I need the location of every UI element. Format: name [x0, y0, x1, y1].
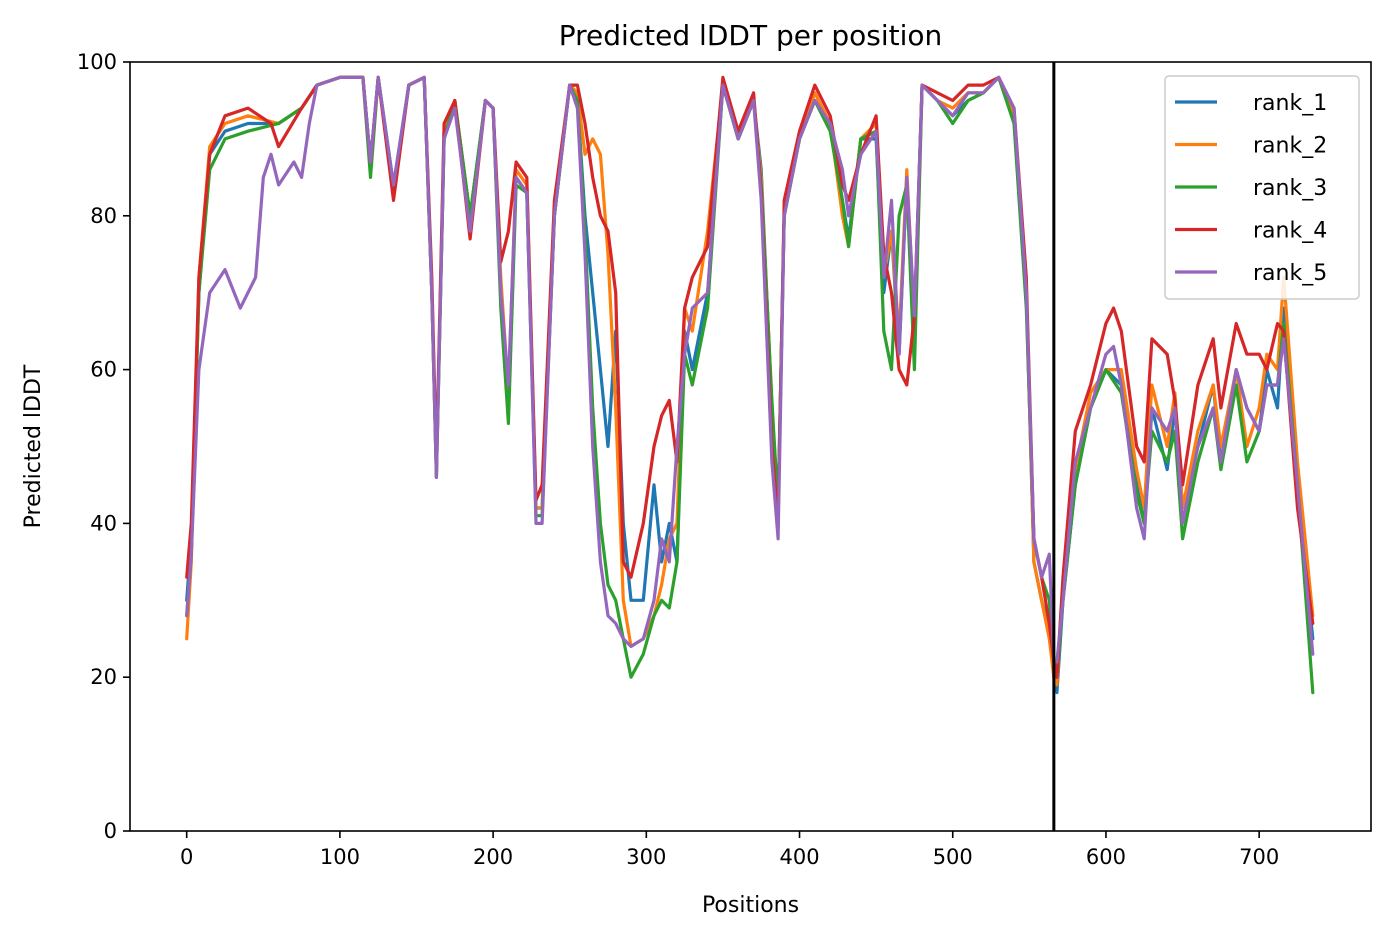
y-tick-label: 0	[104, 819, 117, 843]
legend-label: rank_3	[1253, 176, 1327, 201]
x-tick-label: 300	[626, 845, 666, 869]
legend-label: rank_5	[1253, 261, 1327, 286]
legend: rank_1 rank_2 rank_3 rank_4 rank_5	[1164, 75, 1360, 300]
legend-box	[1164, 75, 1360, 300]
y-tick-label: 20	[90, 665, 117, 689]
plot-area	[129, 61, 1372, 832]
series-line-rank-4	[185, 75, 1315, 679]
series-line-rank-5	[185, 75, 1315, 664]
y-tick-label: 40	[90, 511, 117, 535]
chart-title: Predicted lDDT per position	[559, 19, 943, 52]
x-tick-label: 200	[473, 845, 513, 869]
y-axis-ticks: 0 20 40 60 80 100	[77, 50, 130, 843]
series-line-rank-2	[185, 75, 1315, 687]
y-tick-label: 80	[90, 204, 117, 228]
y-tick-label: 60	[90, 358, 117, 382]
x-tick-label: 500	[933, 845, 973, 869]
x-tick-label: 100	[320, 845, 360, 869]
x-axis-ticks: 0 100 200 300 400 500 600 700	[180, 831, 1279, 869]
series-line-rank-3	[185, 75, 1315, 695]
legend-label: rank_4	[1253, 219, 1327, 244]
x-tick-label: 700	[1239, 845, 1279, 869]
y-axis-label: Predicted lDDT	[21, 364, 46, 528]
series-lines	[185, 75, 1315, 695]
series-line-rank-1	[185, 75, 1315, 695]
legend-label: rank_1	[1253, 91, 1327, 116]
x-tick-label: 600	[1086, 845, 1126, 869]
x-axis-label: Positions	[702, 893, 799, 918]
x-tick-label: 0	[180, 845, 193, 869]
plot-frame	[129, 61, 1372, 832]
x-tick-label: 400	[779, 845, 819, 869]
y-tick-label: 100	[77, 50, 117, 74]
legend-label: rank_2	[1253, 134, 1327, 159]
